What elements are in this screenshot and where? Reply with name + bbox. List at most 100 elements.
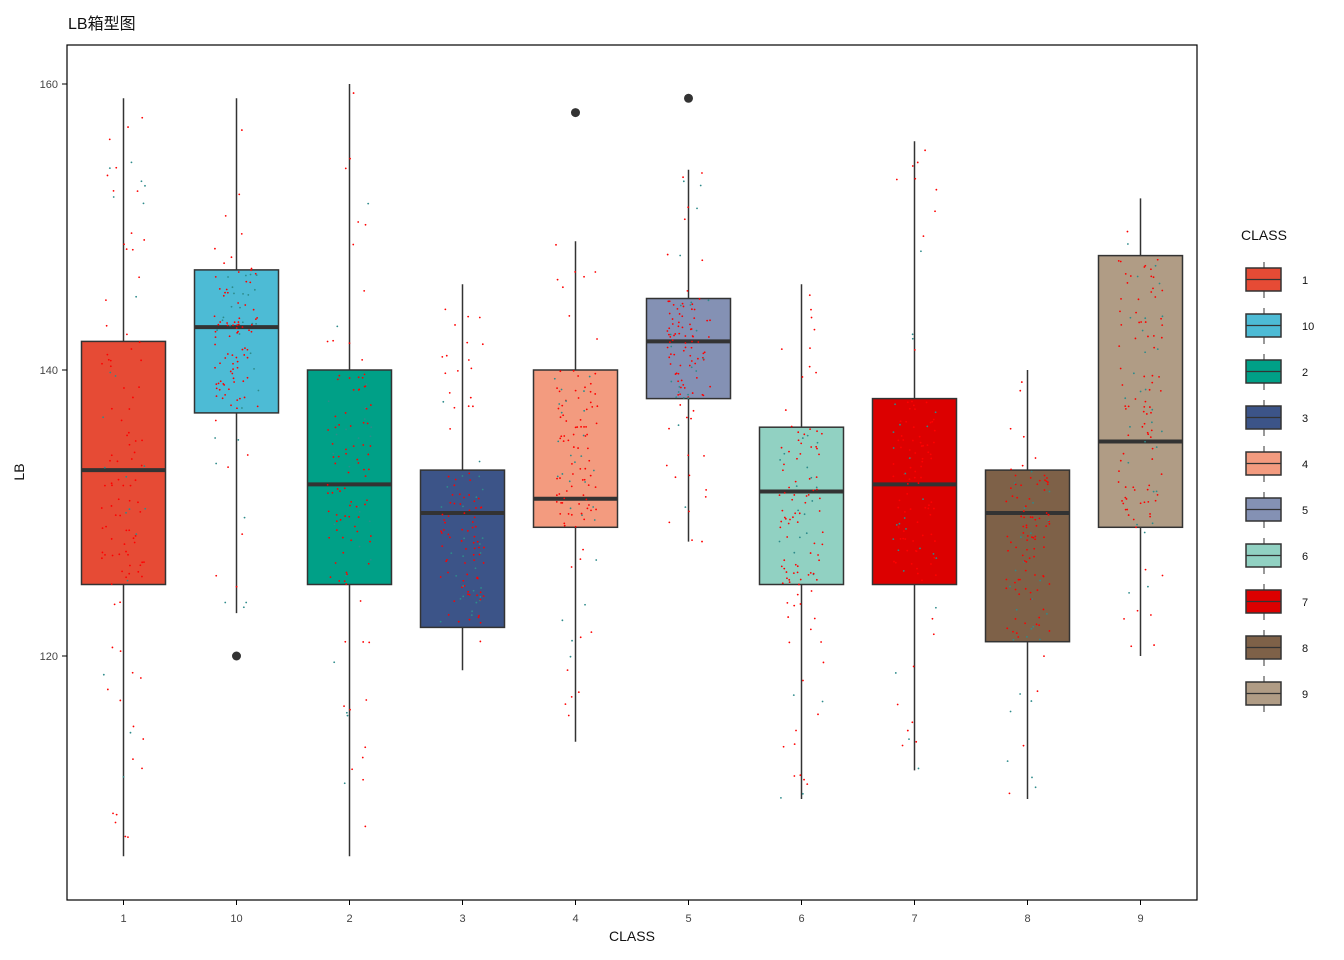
jitter-point	[666, 330, 669, 332]
jitter-point	[784, 517, 787, 520]
jitter-point	[112, 196, 115, 198]
jitter-point	[899, 420, 902, 423]
jitter-point	[441, 355, 444, 358]
jitter-point	[908, 738, 910, 741]
jitter-point	[687, 397, 690, 400]
jitter-point	[583, 275, 585, 278]
jitter-point	[673, 334, 675, 337]
jitter-point	[440, 532, 443, 534]
jitter-point	[216, 329, 218, 331]
jitter-point	[238, 333, 241, 335]
jitter-point	[134, 440, 137, 442]
jitter-point	[1152, 490, 1155, 493]
jitter-point	[556, 278, 559, 281]
jitter-point	[440, 506, 443, 508]
jitter-point	[364, 746, 367, 749]
jitter-point	[916, 572, 919, 575]
jitter-point	[793, 743, 796, 746]
jitter-point	[1014, 569, 1017, 572]
jitter-point	[899, 423, 901, 426]
jitter-point	[131, 671, 134, 674]
jitter-point	[369, 445, 372, 447]
jitter-point	[687, 393, 689, 396]
jitter-point	[337, 455, 340, 458]
jitter-point	[929, 421, 932, 424]
jitter-point	[239, 306, 241, 309]
jitter-point	[134, 535, 137, 537]
jitter-point	[1044, 479, 1046, 482]
jitter-point	[788, 486, 790, 489]
jitter-point	[237, 321, 240, 323]
jitter-point	[346, 573, 348, 576]
jitter-point	[788, 641, 791, 644]
jitter-point	[586, 447, 589, 450]
jitter-point	[349, 157, 351, 160]
jitter-point	[230, 305, 233, 308]
jitter-point	[222, 294, 225, 297]
jitter-point	[475, 601, 478, 604]
jitter-point	[555, 243, 557, 246]
jitter-point	[440, 530, 442, 533]
jitter-point	[224, 357, 227, 359]
jitter-point	[1144, 264, 1147, 267]
jitter-point	[911, 400, 913, 403]
jitter-point	[913, 349, 916, 351]
jitter-point	[362, 444, 365, 446]
jitter-point	[699, 184, 702, 187]
jitter-point	[236, 324, 239, 327]
jitter-point	[801, 376, 804, 378]
jitter-point	[897, 525, 900, 528]
legend-item-4: 4	[1245, 446, 1308, 482]
jitter-point	[934, 574, 937, 577]
jitter-point	[817, 713, 819, 716]
jitter-point	[344, 167, 347, 170]
jitter-point	[1147, 433, 1150, 436]
jitter-point	[565, 490, 568, 492]
jitter-point	[363, 373, 366, 376]
jitter-point	[583, 426, 585, 428]
jitter-point	[1149, 436, 1152, 439]
jitter-point	[568, 315, 571, 317]
jitter-point	[592, 506, 595, 508]
jitter-point	[892, 447, 895, 449]
jitter-point	[343, 782, 346, 785]
jitter-point	[105, 299, 107, 302]
jitter-point	[115, 813, 118, 816]
jitter-point	[101, 362, 103, 365]
jitter-point	[912, 540, 915, 542]
jitter-point	[596, 405, 599, 408]
jitter-point	[472, 541, 475, 544]
jitter-point	[701, 172, 703, 174]
jitter-point	[797, 431, 800, 434]
jitter-point	[564, 703, 567, 706]
jitter-point	[1161, 315, 1164, 318]
jitter-point	[1124, 397, 1127, 400]
jitter-point	[799, 578, 802, 581]
jitter-point	[701, 259, 704, 262]
jitter-point	[334, 462, 337, 465]
jitter-point	[1030, 700, 1033, 702]
jitter-point	[1155, 490, 1158, 493]
jitter-point	[1026, 548, 1028, 551]
jitter-point	[906, 482, 909, 485]
jitter-point	[677, 325, 680, 328]
jitter-point	[677, 391, 680, 393]
jitter-point	[930, 501, 933, 504]
jitter-point	[787, 522, 790, 525]
jitter-point	[707, 299, 710, 302]
jitter-point	[363, 290, 366, 292]
jitter-point	[341, 536, 344, 539]
jitter-point	[914, 452, 917, 454]
jitter-point	[236, 360, 239, 363]
jitter-point	[1152, 335, 1155, 337]
jitter-point	[793, 604, 796, 607]
jitter-point	[795, 729, 797, 732]
jitter-point	[100, 507, 103, 509]
jitter-point	[926, 425, 929, 428]
jitter-point	[1012, 638, 1015, 641]
jitter-point	[673, 353, 676, 356]
jitter-point	[1139, 390, 1142, 393]
jitter-point	[134, 479, 137, 482]
jitter-point	[559, 416, 562, 419]
jitter-point	[132, 396, 134, 399]
